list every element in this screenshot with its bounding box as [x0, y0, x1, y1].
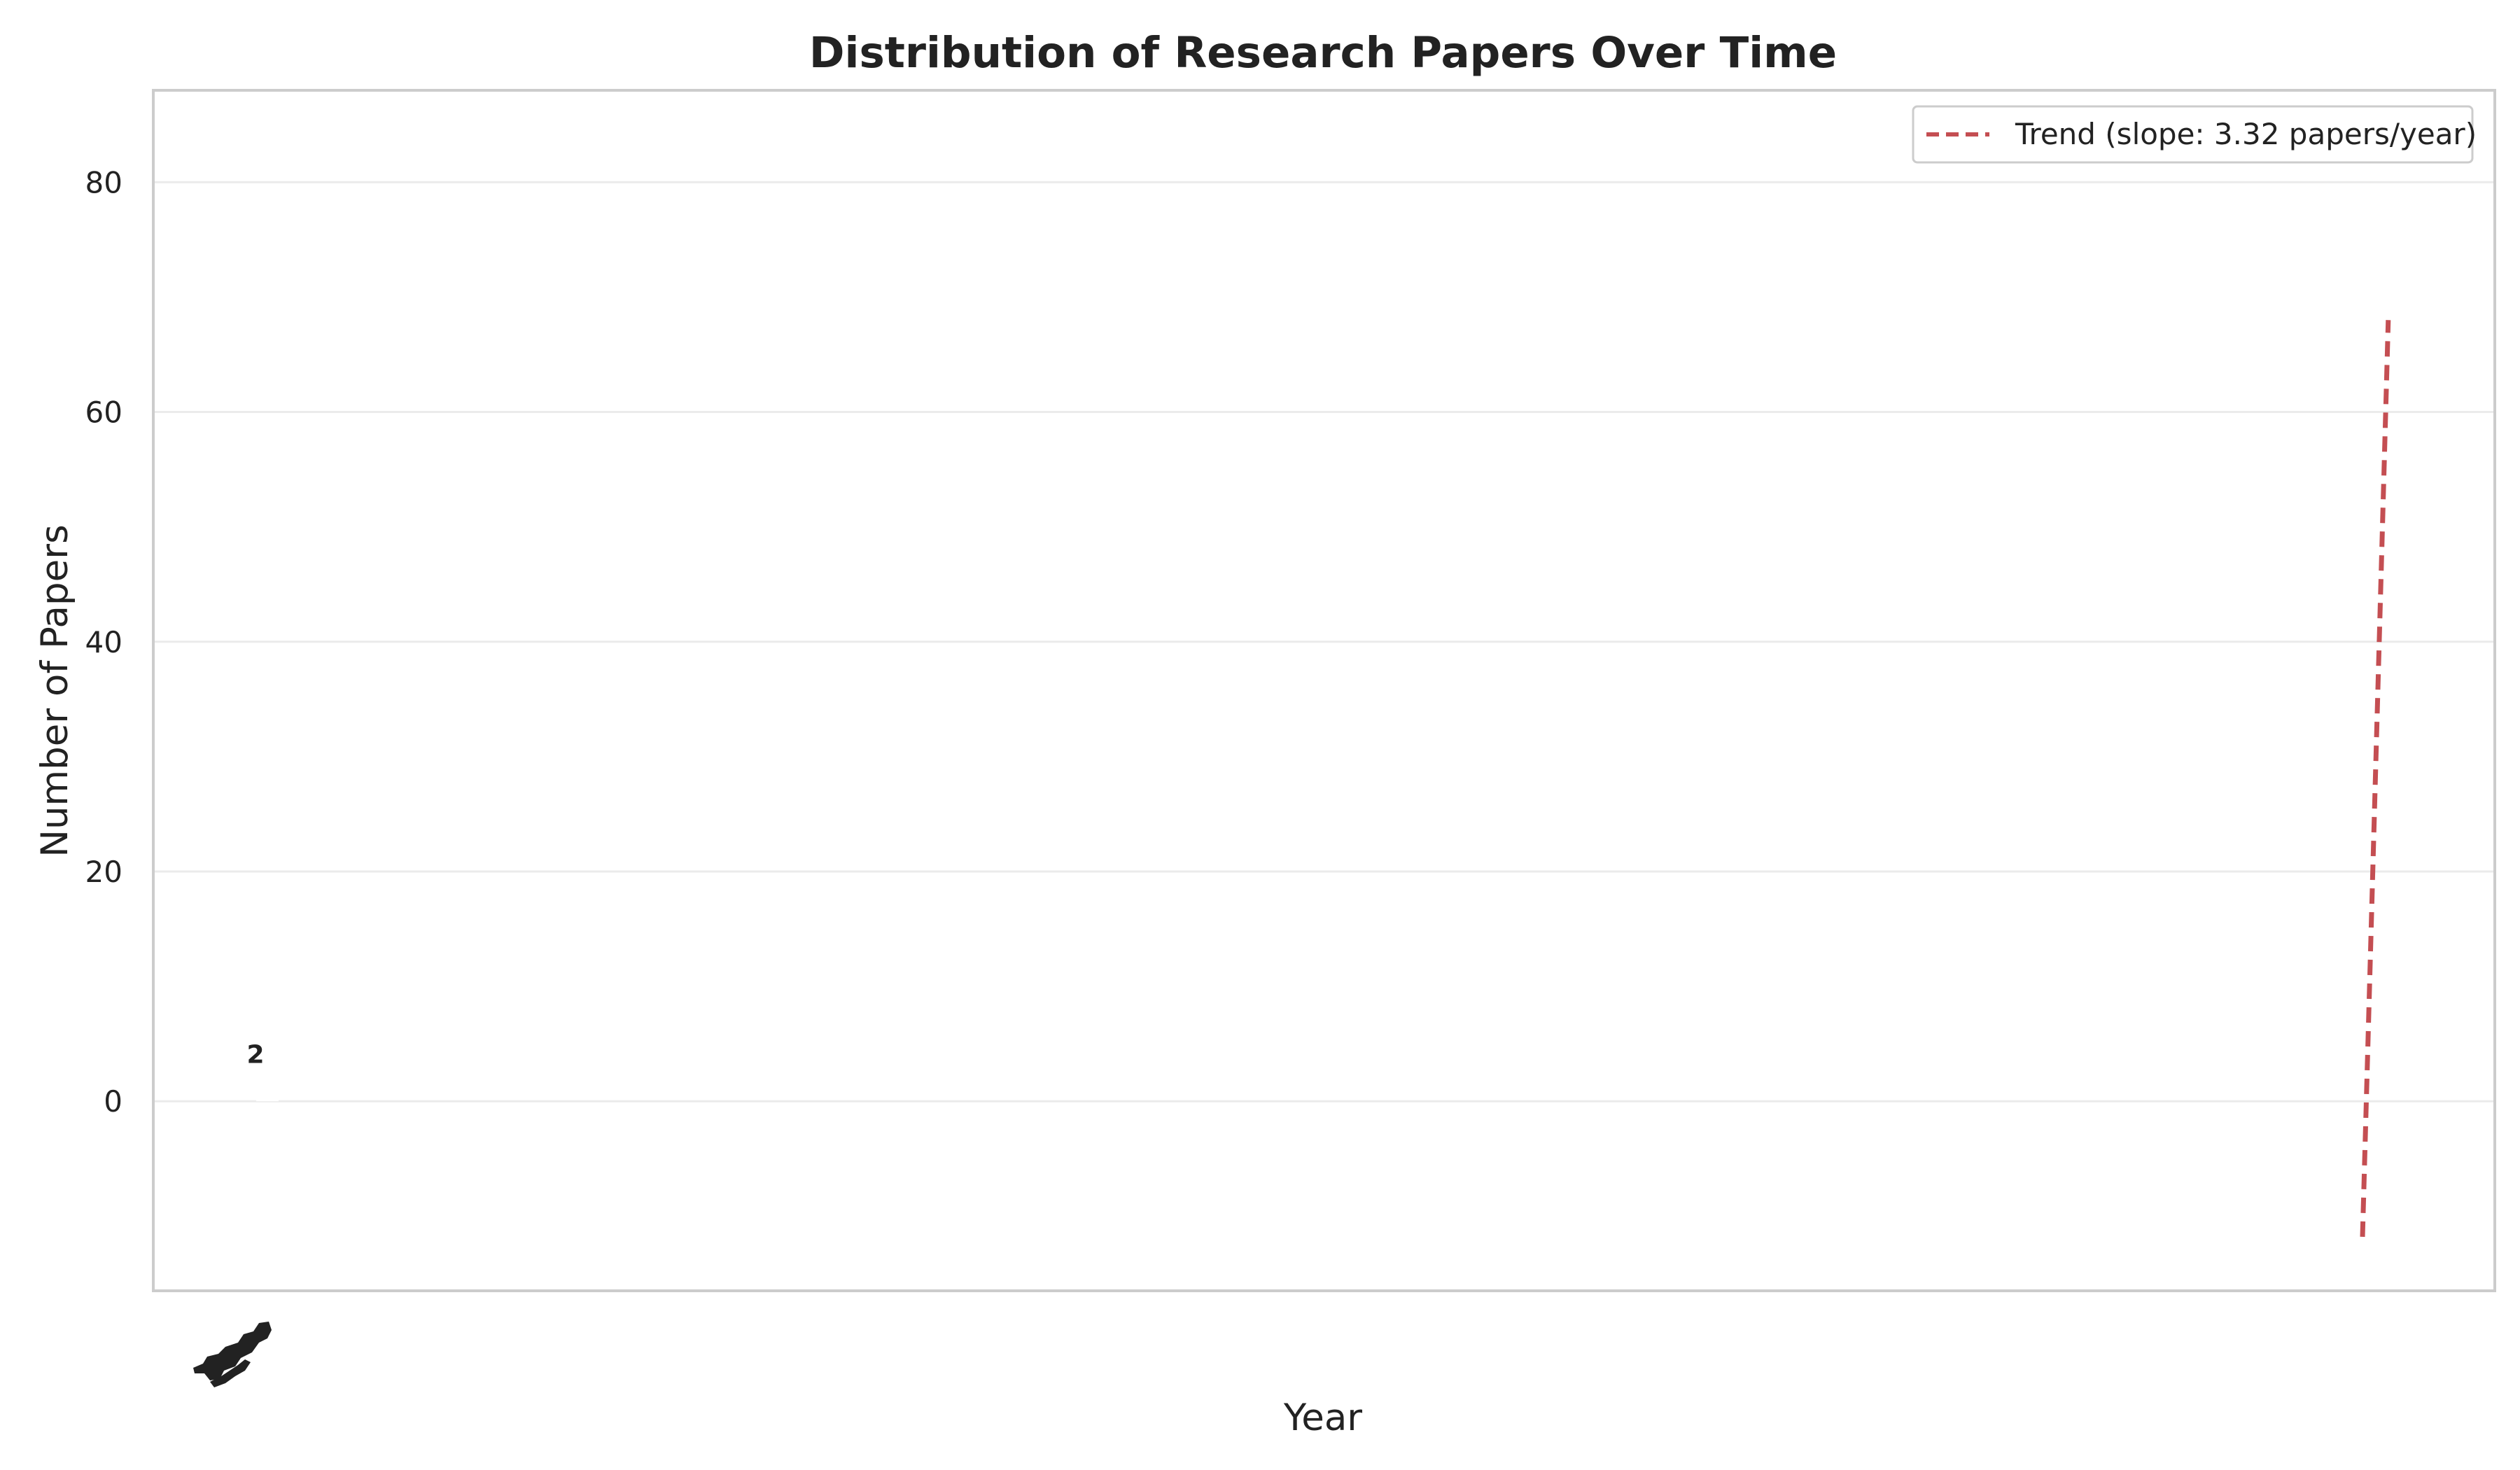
bar — [256, 1078, 279, 1102]
bar-value-label: 2 — [246, 1040, 264, 1069]
y-gridlines — [155, 181, 2493, 1102]
chart-title: Distribution of Research Papers Over Tim… — [809, 28, 1837, 78]
trend-line — [2360, 320, 2391, 1237]
x-tick-label-smudge — [210, 1359, 251, 1387]
legend-trend-label: Trend (slope: 3.32 papers/year) — [2015, 117, 2477, 151]
x-tick-label-smudge — [193, 1322, 272, 1380]
plot-frame — [152, 89, 2496, 1292]
legend-box — [1912, 105, 2474, 164]
y-tick-label: 60 — [85, 396, 122, 430]
y-tick-label: 0 — [104, 1084, 122, 1119]
y-tick-label: 20 — [85, 855, 122, 889]
x-tick-labels-cluster — [193, 1322, 272, 1387]
y-axis-label: Number of Papers — [34, 524, 76, 857]
x-axis-label: Year — [1283, 1396, 1362, 1439]
y-tick-label: 40 — [85, 625, 122, 659]
y-tick-label: 80 — [85, 165, 122, 200]
y-tick-labels: 0 20 40 60 80 — [85, 165, 122, 1119]
bars: 2 — [246, 1040, 279, 1102]
legend: Trend (slope: 3.32 papers/year) — [1912, 105, 2477, 164]
trend-series — [2360, 320, 2391, 1237]
